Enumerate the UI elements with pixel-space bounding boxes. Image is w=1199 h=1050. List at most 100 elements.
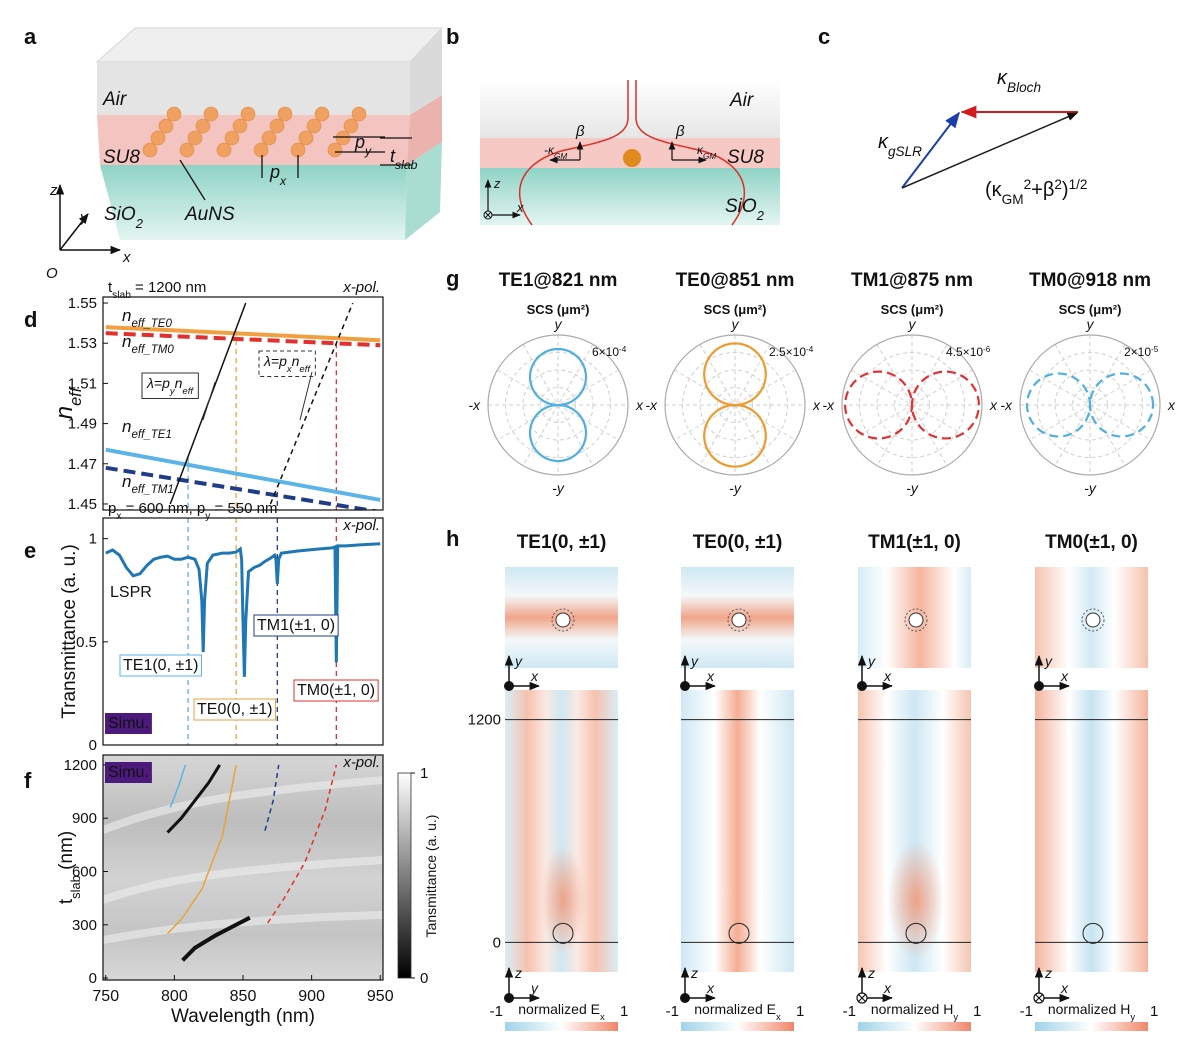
text-part: (nm) [56,831,77,875]
vector-label: κBloch [997,67,1041,95]
colorbar-tick-label: -1 [1020,1003,1033,1020]
axis-label: x [706,980,715,996]
axis-origin [1034,681,1044,691]
particle [1085,612,1101,628]
nanosphere [166,106,182,122]
text-part: SiO [104,204,136,225]
y-tick-label: 0 [89,970,97,987]
nanosphere [232,118,248,134]
axis-label: x [122,249,131,266]
y-tick-label: 1.51 [68,375,97,392]
layer-label: SiO2 [104,204,143,231]
y-tick-label: 900 [72,810,97,827]
colorbar-tick-label: 1 [973,1003,981,1020]
nanosphere [298,130,314,146]
text-part: H [943,1001,953,1017]
y-axis-label: Transmittance (a. u.) [59,544,80,719]
panel-label: f [24,768,32,793]
colorbar-label: normalized Ex [694,1001,781,1023]
series-line [181,915,251,962]
polar-axis-label: -y [906,480,919,496]
nanosphere [187,130,203,146]
vector-label: (κGM2+β2)1/2 [985,177,1087,207]
colorbar-tick-label: 1 [420,765,428,782]
axis-label: x [530,668,539,684]
pointer [202,381,216,421]
y-tick-label: 1.55 [68,295,97,312]
axis-label: z [690,965,698,981]
series-name: λ=pyneff [146,375,194,397]
y-axis-label: tslab (nm) [56,831,83,904]
vector-diagram [901,105,1078,189]
text-part: κ [697,143,704,157]
beta-label: β [575,123,585,140]
text-part: κ [997,67,1008,89]
series-name: neff_TE0 [122,306,172,330]
nanosphere [314,106,330,122]
annotation-box [293,679,379,702]
text-part: eff_TM1 [131,484,173,496]
plot-area [105,542,381,677]
text-part: λ=p [146,375,170,391]
text-part: -5 [1151,345,1159,354]
text-part: normalized [518,1001,590,1017]
field-map-bottom [681,690,794,972]
polar-title: TM0@918 nm [1029,270,1151,291]
annotation: Simu. [108,715,149,732]
text-part: 2 [1054,177,1062,192]
polar-unit: SCS (μm²) [704,302,767,317]
text-part: normalized [1048,1001,1120,1017]
polar-axis-label: x [989,397,998,413]
axis-label: y [1044,653,1053,669]
nanosphere [335,130,351,146]
colorbar [397,772,412,979]
text-part: = 550 nm [210,500,277,517]
name-box [258,350,316,377]
panel-label: a [24,24,37,49]
annotation: x-pol. [342,517,380,534]
polar-outer [841,334,983,476]
polar-title: TM1@875 nm [851,270,973,291]
polar-pattern [528,347,588,463]
text-part: 6×10 [592,345,619,359]
axis-label: x [883,980,892,996]
field-hotspot [888,840,944,960]
plot-frame [102,296,384,511]
text-part: -4 [806,345,814,354]
layer-label: SiO2 [725,196,764,223]
nanosphere [195,118,211,134]
nanosphere [261,130,277,146]
panel-label: c [818,24,830,49]
nanosphere [179,142,195,158]
y-tick-label: 1.45 [68,496,97,513]
period-label: px [269,162,287,188]
polar-axis-label: y [1086,316,1095,332]
text-part: y [364,144,372,158]
axis-origin [504,681,514,691]
particle [552,922,574,944]
series-line [105,447,381,502]
vector-label: κgSLR [878,131,922,159]
text-part: n [51,406,78,419]
annotation: TM1(±1, 0) [257,617,335,634]
series-line [264,764,280,831]
text-part: y [169,386,176,397]
axis-label: z [514,965,522,981]
series-line [166,764,237,935]
axis-label: z [867,965,875,981]
badge: Simu. [108,764,149,781]
colorbar [858,1022,971,1031]
annotation: x-pol. [342,754,380,771]
text-part: n [292,353,300,369]
axis-label: y [690,653,699,669]
field-hotspot [541,845,585,955]
nanosphere [343,118,359,134]
particle [731,612,747,628]
y-tick-label: 1.47 [68,456,97,473]
plot-area [166,764,338,962]
text-part: GM [703,152,716,161]
plot-frame [102,754,384,981]
polar-pattern [703,342,767,468]
colorbar-label: normalized Hy [871,1001,959,1023]
